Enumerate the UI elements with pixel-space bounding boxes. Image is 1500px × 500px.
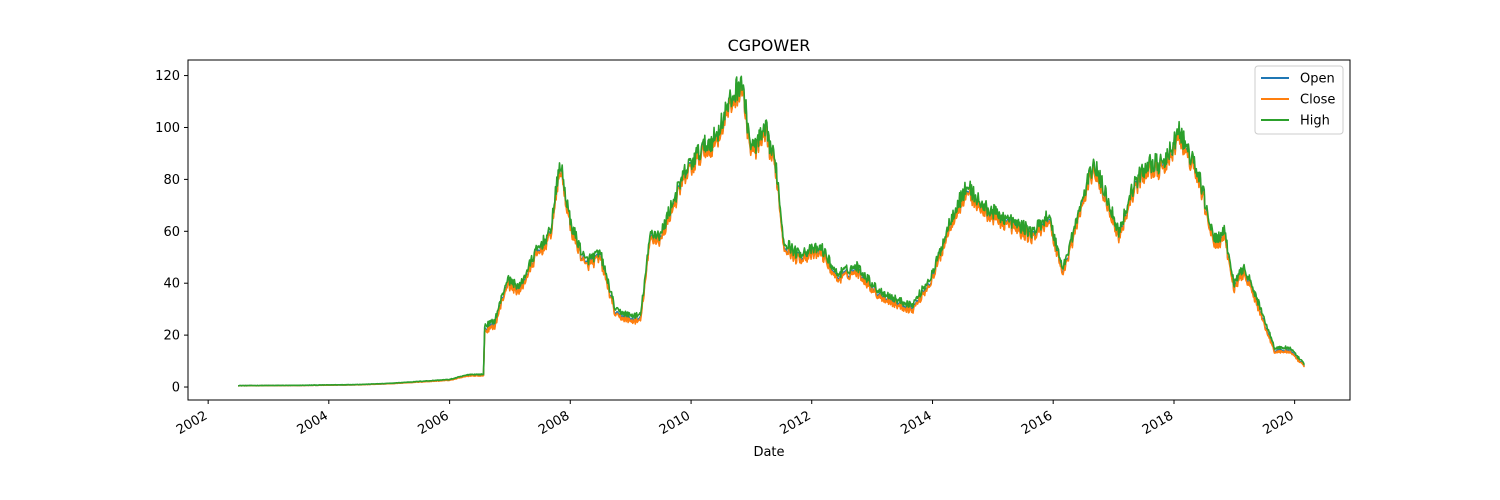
legend-label-close: Close [1300, 93, 1335, 108]
legend-label-open: Open [1300, 72, 1335, 87]
series-line-high [237, 75, 1306, 387]
y-tick-label: 100 [155, 121, 180, 136]
y-axis: 0 20 40 60 80 100 120 [155, 69, 188, 396]
legend: Open Close High [1254, 65, 1344, 135]
y-tick-label: 0 [172, 381, 180, 396]
y-tick-label: 40 [163, 277, 180, 292]
y-tick-label: 120 [155, 69, 180, 84]
series-layer [237, 75, 1306, 387]
y-tick-label: 80 [163, 173, 180, 188]
legend-box [1254, 65, 1344, 135]
legend-label-high: High [1300, 114, 1330, 129]
x-axis-label: Date [753, 445, 784, 460]
plot-frame [187, 59, 1351, 401]
y-tick-label: 20 [163, 329, 180, 344]
y-tick-label: 60 [163, 225, 180, 240]
chart-title: CGPOWER [728, 36, 811, 55]
